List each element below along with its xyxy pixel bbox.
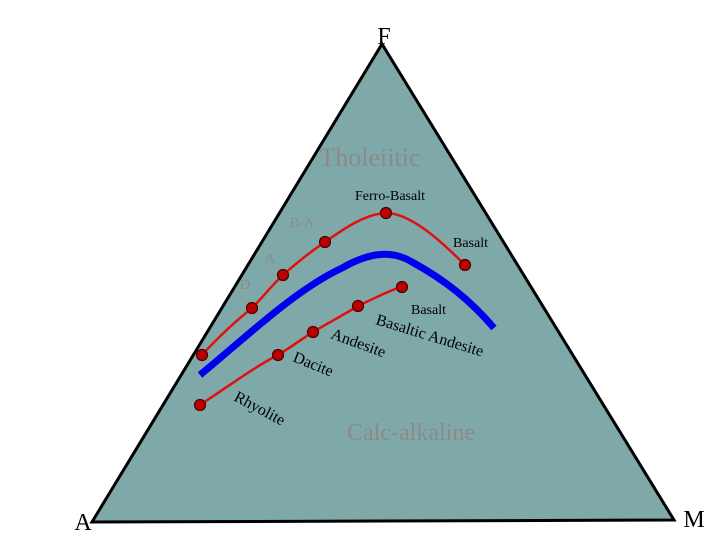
vertex-label-f: F <box>377 24 390 50</box>
afm-triangle <box>89 41 677 524</box>
calc-alkaline-marker-dacite <box>271 348 285 362</box>
tholeiitic-marker-dacite <box>245 301 259 315</box>
calc-alkaline-marker-basaltic-andesite <box>351 299 365 313</box>
tholeiitic-marker-basaltic-andesite <box>318 235 332 249</box>
calc-alkaline-marker-basalt <box>395 280 409 294</box>
tholeiitic-marker-basalt <box>458 258 472 272</box>
label-tholeiitic-basaltic-andesite: B-A <box>290 216 315 231</box>
vertex-label-m: M <box>683 507 704 533</box>
tholeiitic-marker-ferro-basalt <box>379 206 393 220</box>
label-tholeiitic-dacite: D <box>240 278 250 293</box>
label-calc-alkaline-basalt: Basalt <box>411 303 446 318</box>
tholeiitic-calc-alkaline-divider <box>197 250 497 378</box>
calc-alkaline-marker-andesite <box>306 325 320 339</box>
label-ferro-basalt: Ferro-Basalt <box>355 189 425 204</box>
tholeiitic-marker-andesite <box>276 268 290 282</box>
vertex-label-a: A <box>74 510 92 536</box>
label-tholeiitic-andesite: A <box>265 252 276 267</box>
label-tholeiitic-basalt: Basalt <box>453 236 488 251</box>
calc-alkaline-marker-rhyolite <box>193 398 207 412</box>
calc-alkaline-field-label: Calc-alkaline <box>347 420 475 446</box>
tholeiitic-marker-start <box>195 348 209 362</box>
tholeiitic-field-label: Tholeiitic <box>319 143 420 172</box>
